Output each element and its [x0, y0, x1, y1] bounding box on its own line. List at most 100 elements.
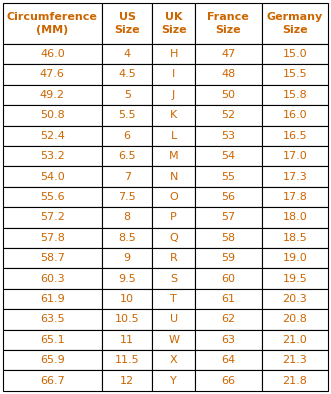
Bar [102, 126, 153, 146]
Bar [102, 44, 153, 64]
Text: Q: Q [169, 233, 178, 243]
Text: 20.8: 20.8 [283, 314, 307, 324]
Bar [153, 248, 195, 268]
Bar [102, 187, 153, 207]
Text: 18.5: 18.5 [283, 233, 307, 243]
Text: 58: 58 [221, 233, 235, 243]
Bar [3, 289, 102, 309]
Bar [102, 370, 153, 391]
Bar [261, 248, 328, 268]
Text: 47: 47 [221, 49, 235, 59]
Bar [195, 3, 261, 44]
Text: Circumference
(MM): Circumference (MM) [7, 12, 98, 35]
Text: UK
Size: UK Size [161, 12, 186, 35]
Bar [153, 126, 195, 146]
Text: 49.2: 49.2 [40, 90, 65, 100]
Text: X: X [170, 355, 177, 365]
Text: K: K [170, 110, 177, 120]
Bar [102, 309, 153, 330]
Bar [3, 330, 102, 350]
Text: P: P [170, 212, 177, 222]
Text: L: L [170, 131, 177, 141]
Text: W: W [168, 335, 179, 345]
Bar [3, 85, 102, 105]
Text: O: O [169, 192, 178, 202]
Text: 11.5: 11.5 [115, 355, 140, 365]
Text: 6.5: 6.5 [118, 151, 136, 161]
Bar [3, 64, 102, 85]
Text: H: H [169, 49, 178, 59]
Text: S: S [170, 273, 177, 284]
Bar [261, 105, 328, 126]
Text: 63: 63 [221, 335, 235, 345]
Text: 21.8: 21.8 [283, 375, 307, 386]
Bar [102, 207, 153, 228]
Bar [195, 248, 261, 268]
Bar [261, 3, 328, 44]
Text: M: M [169, 151, 178, 161]
Bar [153, 3, 195, 44]
Text: 53.2: 53.2 [40, 151, 65, 161]
Text: 61.9: 61.9 [40, 294, 65, 304]
Text: 4.5: 4.5 [118, 69, 136, 80]
Text: N: N [169, 171, 178, 182]
Bar [195, 126, 261, 146]
Bar [261, 126, 328, 146]
Bar [195, 105, 261, 126]
Text: R: R [170, 253, 177, 263]
Text: 21.0: 21.0 [283, 335, 307, 345]
Bar [261, 370, 328, 391]
Text: 17.3: 17.3 [283, 171, 307, 182]
Text: 55.6: 55.6 [40, 192, 65, 202]
Text: 61: 61 [221, 294, 235, 304]
Text: 62: 62 [221, 314, 235, 324]
Text: 18.0: 18.0 [283, 212, 307, 222]
Bar [3, 248, 102, 268]
Text: France
Size: France Size [207, 12, 249, 35]
Bar [3, 370, 102, 391]
Text: 60: 60 [221, 273, 235, 284]
Text: 9.5: 9.5 [118, 273, 136, 284]
Text: 57: 57 [221, 212, 235, 222]
Text: 8.5: 8.5 [118, 233, 136, 243]
Bar [3, 166, 102, 187]
Bar [153, 44, 195, 64]
Bar [153, 268, 195, 289]
Bar [153, 64, 195, 85]
Bar [3, 44, 102, 64]
Bar [153, 187, 195, 207]
Text: 66: 66 [221, 375, 235, 386]
Text: Y: Y [170, 375, 177, 386]
Text: 55: 55 [221, 171, 235, 182]
Bar [102, 289, 153, 309]
Bar [3, 146, 102, 166]
Bar [102, 64, 153, 85]
Bar [261, 207, 328, 228]
Bar [195, 309, 261, 330]
Text: 11: 11 [120, 335, 134, 345]
Bar [195, 228, 261, 248]
Text: 57.8: 57.8 [40, 233, 65, 243]
Bar [102, 350, 153, 370]
Bar [102, 3, 153, 44]
Bar [153, 228, 195, 248]
Text: 5.5: 5.5 [118, 110, 136, 120]
Text: 16.0: 16.0 [283, 110, 307, 120]
Bar [102, 105, 153, 126]
Bar [102, 330, 153, 350]
Text: 58.7: 58.7 [40, 253, 65, 263]
Bar [153, 330, 195, 350]
Bar [153, 289, 195, 309]
Bar [153, 166, 195, 187]
Bar [261, 228, 328, 248]
Bar [195, 166, 261, 187]
Bar [3, 126, 102, 146]
Text: 10.5: 10.5 [115, 314, 140, 324]
Bar [102, 166, 153, 187]
Text: 52: 52 [221, 110, 235, 120]
Text: 15.5: 15.5 [283, 69, 307, 80]
Bar [153, 105, 195, 126]
Bar [153, 207, 195, 228]
Text: 20.3: 20.3 [283, 294, 307, 304]
Text: 59: 59 [221, 253, 235, 263]
